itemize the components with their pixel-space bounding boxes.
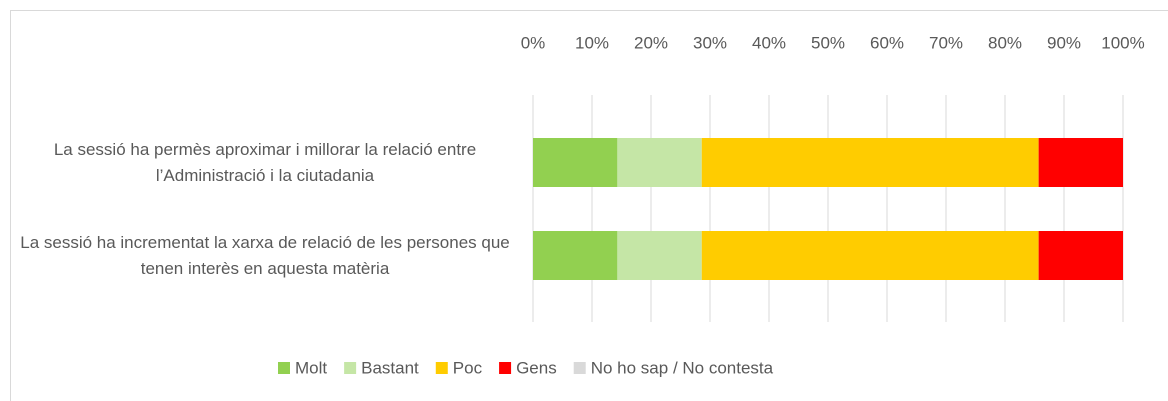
x-tick-label: 70% <box>929 33 963 52</box>
bar-segment <box>617 231 702 280</box>
bar-segment <box>1038 138 1123 187</box>
legend-label: Gens <box>516 358 557 377</box>
chart-border <box>10 10 1168 401</box>
x-tick-label: 80% <box>988 33 1022 52</box>
bar-segment <box>701 231 1039 280</box>
legend-label: Poc <box>453 358 483 377</box>
legend-label: Bastant <box>361 358 419 377</box>
x-tick-label: 0% <box>521 33 546 52</box>
bar-segment <box>1038 231 1123 280</box>
legend-swatch <box>344 362 357 374</box>
legend-label: No ho sap / No contesta <box>591 358 774 377</box>
bar-segment <box>533 138 618 187</box>
y-tick-label: La sessió ha incrementat la xarxa de rel… <box>20 232 510 278</box>
x-tick-label: 60% <box>870 33 904 52</box>
bar-segment <box>701 138 1039 187</box>
legend-swatch <box>573 362 586 374</box>
x-tick-label: 10% <box>575 33 609 52</box>
x-tick-label: 100% <box>1101 33 1144 52</box>
bar-segment <box>617 138 702 187</box>
x-tick-label: 20% <box>634 33 668 52</box>
x-tick-label: 40% <box>752 33 786 52</box>
x-tick-label: 90% <box>1047 33 1081 52</box>
x-tick-label: 30% <box>693 33 727 52</box>
legend-label: Molt <box>295 358 327 377</box>
x-tick-label: 50% <box>811 33 845 52</box>
legend-swatch <box>435 362 448 374</box>
legend-swatch <box>499 362 512 374</box>
legend-swatch <box>278 362 290 374</box>
bar-segment <box>533 231 618 280</box>
y-tick-label: La sessió ha permès aproximar i millorar… <box>53 139 477 185</box>
